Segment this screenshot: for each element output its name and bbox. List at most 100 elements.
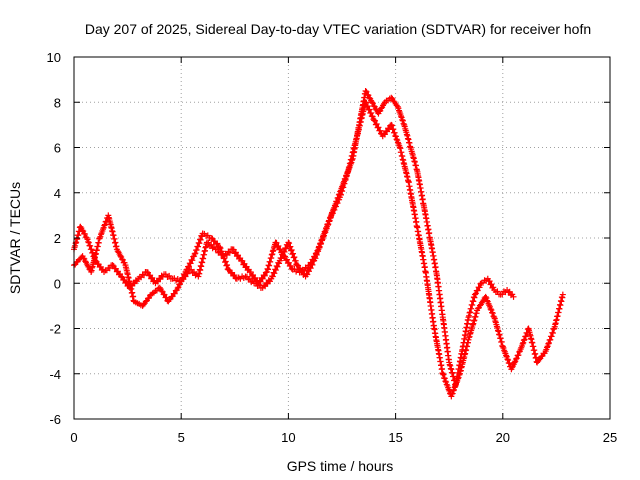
data-point-cluster	[420, 202, 433, 241]
data-point	[471, 291, 478, 298]
data-point-cluster	[422, 269, 437, 329]
data-point	[143, 268, 150, 275]
data-point-cluster	[277, 241, 291, 262]
data-points	[71, 87, 566, 400]
y-tick-label: 10	[47, 50, 61, 65]
data-point-cluster	[492, 288, 503, 298]
data-point	[96, 235, 103, 241]
data-point-cluster	[243, 273, 256, 286]
data-point-cluster	[153, 272, 166, 285]
data-point-cluster	[414, 224, 429, 275]
data-point-cluster	[363, 99, 377, 123]
data-point-cluster	[235, 273, 247, 282]
x-tick-label: 20	[496, 430, 510, 445]
data-point-cluster	[140, 292, 154, 308]
x-tick-label: 5	[178, 430, 185, 445]
data-point-cluster	[345, 135, 360, 171]
data-point-cluster	[440, 316, 452, 363]
data-point-cluster	[269, 259, 283, 280]
data-point	[118, 273, 125, 280]
data-point-cluster	[205, 239, 218, 252]
data-point-cluster	[93, 258, 106, 274]
grid	[74, 57, 610, 419]
data-point	[109, 262, 116, 269]
y-tick-label: -4	[49, 367, 61, 382]
data-point-cluster	[114, 248, 128, 266]
data-point-cluster	[320, 214, 334, 239]
data-point-cluster	[311, 237, 326, 262]
data-point-cluster	[485, 278, 497, 291]
data-point	[208, 235, 215, 241]
data-point-cluster	[509, 348, 523, 371]
data-point-cluster	[72, 254, 85, 268]
y-tick-label: -2	[49, 322, 61, 337]
data-point-cluster	[405, 179, 420, 229]
data-point	[362, 87, 369, 94]
y-tick-label: 0	[54, 276, 61, 291]
data-point-cluster	[449, 371, 463, 397]
series-1	[71, 87, 517, 389]
data-point-cluster	[431, 326, 446, 377]
data-point-cluster	[383, 95, 393, 104]
data-point-cluster	[80, 255, 94, 273]
data-point	[482, 293, 489, 300]
data-point-cluster	[389, 95, 400, 109]
data-point-cluster	[376, 100, 387, 115]
data-point-cluster	[414, 168, 427, 207]
data-point-cluster	[88, 235, 103, 274]
data-point-cluster	[427, 236, 439, 275]
y-tick-label: 2	[54, 231, 61, 246]
data-point	[510, 293, 517, 300]
data-point-cluster	[329, 196, 343, 217]
data-point	[388, 121, 395, 128]
data-point-cluster	[191, 232, 205, 257]
data-point-cluster	[543, 326, 557, 353]
data-point-cluster	[466, 294, 478, 319]
data-point-cluster	[363, 88, 375, 104]
data-point-cluster	[105, 214, 120, 250]
data-point-cluster	[337, 169, 351, 198]
data-point-cluster	[122, 264, 137, 304]
data-point-cluster	[217, 245, 231, 273]
data-point-cluster	[459, 316, 472, 353]
y-tick-label: 8	[54, 95, 61, 110]
data-point-cluster	[286, 240, 300, 268]
data-point-cluster	[535, 350, 548, 364]
data-point-cluster	[388, 122, 403, 149]
data-point-cluster	[483, 295, 497, 320]
data-point-cluster	[354, 101, 369, 137]
data-point	[388, 94, 395, 101]
data-point-cluster	[408, 146, 420, 173]
data-point-cluster	[551, 294, 566, 330]
data-point-cluster	[479, 277, 490, 286]
data-point-cluster	[466, 310, 480, 341]
data-point-cluster	[395, 105, 407, 127]
chart-title: Day 207 of 2025, Sidereal Day-to-day VTE…	[85, 21, 591, 37]
x-tick-label: 25	[603, 430, 617, 445]
data-point	[559, 291, 566, 298]
axis-ticks: 0 5 10 15 20 25 -6 -4 -2 0 2 4 6 8 10	[47, 50, 618, 445]
data-point	[499, 343, 506, 350]
data-point-cluster	[132, 299, 144, 309]
x-tick-label: 15	[388, 430, 402, 445]
data-point-cluster	[260, 277, 274, 290]
data-point-cluster	[110, 263, 124, 278]
data-point-cluster	[401, 123, 414, 150]
data-point	[369, 99, 376, 106]
data-point-cluster	[505, 288, 516, 299]
data-point-cluster	[78, 225, 89, 241]
x-axis-label: GPS time / hours	[287, 458, 394, 474]
data-point-cluster	[71, 224, 83, 251]
data-point	[285, 239, 292, 246]
x-tick-label: 10	[281, 430, 295, 445]
data-point-cluster	[526, 327, 540, 365]
y-tick-label: -6	[49, 412, 61, 427]
data-point-cluster	[239, 257, 252, 274]
data-point-cluster	[433, 271, 446, 318]
data-point-cluster	[499, 288, 509, 298]
y-tick-label: 4	[54, 186, 61, 201]
series-2	[71, 99, 566, 400]
data-point-cluster	[230, 246, 244, 262]
data-point-cluster	[491, 315, 506, 349]
